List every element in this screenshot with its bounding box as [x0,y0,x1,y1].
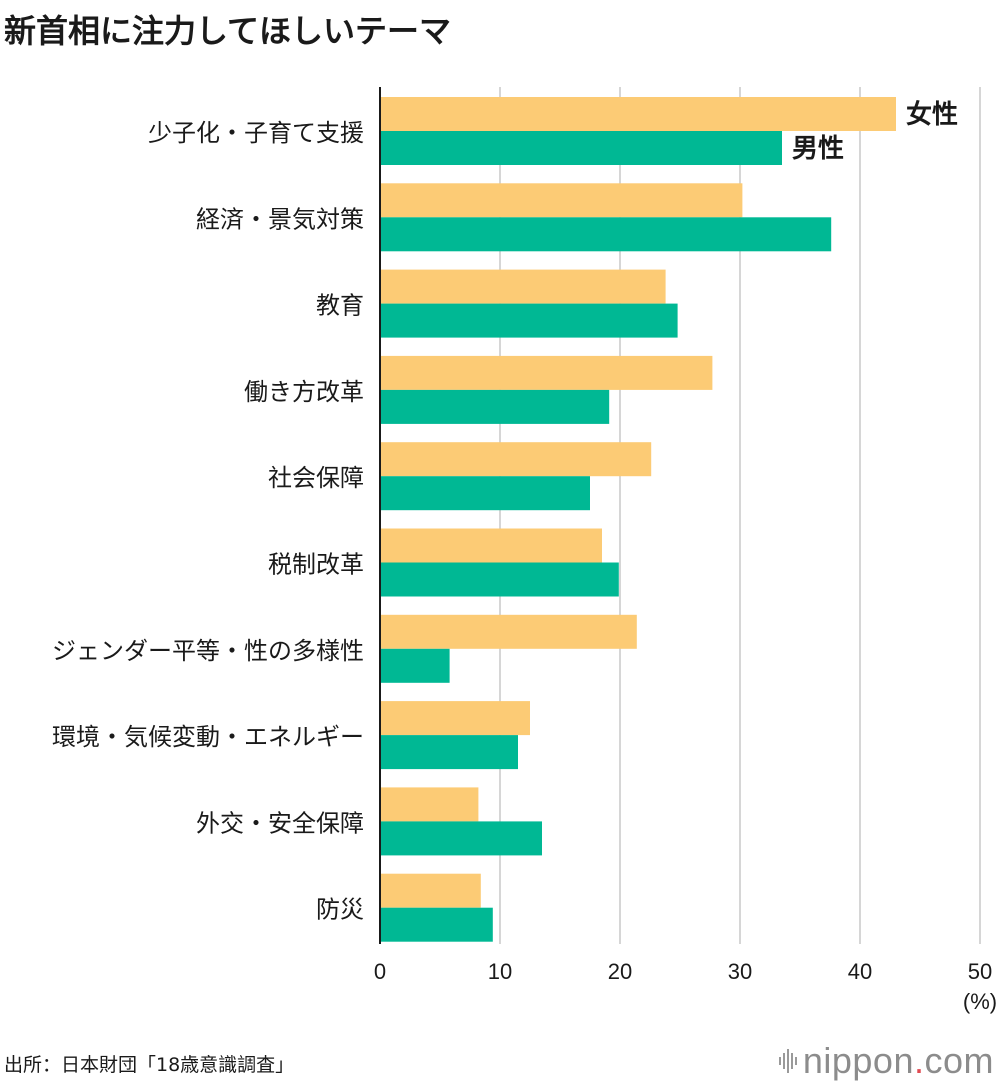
category-label: 教育 [316,292,364,320]
x-tick-label: 10 [488,959,512,984]
category-label: 外交・安全保障 [196,809,364,837]
bar-male-3 [380,389,610,424]
bar-female-5 [380,528,602,563]
bar-male-9 [380,907,493,942]
unit-label: (%) [963,989,997,1014]
category-label: 少子化・子育て支援 [148,119,364,147]
bar-female-4 [380,442,652,477]
bar-female-1 [380,183,743,218]
x-tick-labels: 0 10 20 30 40 50 (%) [374,959,997,1014]
bar-male-0 [380,131,782,165]
category-label: 経済・景気対策 [196,205,364,233]
category-label: 働き方改革 [244,378,364,406]
bar-female-6 [380,614,637,649]
bar-female-9 [380,873,481,908]
bar-female-8 [380,787,479,822]
category-label: ジェンダー平等・性の多様性 [52,637,364,665]
category-label: 税制改革 [268,551,364,579]
logo-bars-icon [778,1047,797,1075]
bar-female-7 [380,701,530,736]
category-label: 防災 [316,896,364,924]
bar-male-2 [380,303,678,338]
x-tick-label: 0 [374,959,386,984]
bar-chart: 少子化・子育て支援経済・景気対策教育働き方改革社会保障税制改革ジェンダー平等・性… [52,87,997,1014]
nippon-logo: nippon.com [778,1040,994,1082]
logo-text: nippon.com [802,1040,994,1081]
x-tick-label: 20 [608,959,632,984]
bars [380,97,896,942]
bar-male-6 [380,648,450,683]
x-tick-label: 30 [728,959,752,984]
legend-female: 女性 [906,99,958,130]
bar-female-0 [380,97,896,131]
bar-male-7 [380,735,518,770]
bar-male-8 [380,821,542,856]
legend-male: 男性 [792,134,844,164]
source-note: 出所：日本財団「18歳意識調査」 [4,1054,295,1076]
bar-male-1 [380,217,832,252]
bar-female-3 [380,355,713,390]
bar-male-4 [380,476,590,511]
bar-female-2 [380,269,666,304]
x-tick-label: 40 [848,959,872,984]
bar-male-5 [380,562,619,597]
category-label: 環境・気候変動・エネルギー [52,723,364,751]
category-label: 社会保障 [268,464,364,492]
chart-title: 新首相に注力してほしいテーマ [4,12,452,50]
category-labels: 少子化・子育て支援経済・景気対策教育働き方改革社会保障税制改革ジェンダー平等・性… [52,119,364,924]
x-tick-label: 50 [968,959,992,984]
